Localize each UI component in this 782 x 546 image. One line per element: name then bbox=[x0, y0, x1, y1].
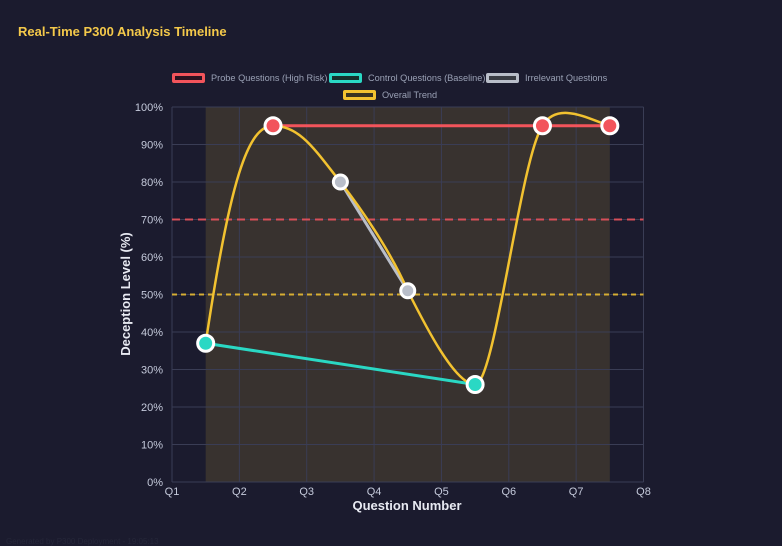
svg-text:70%: 70% bbox=[141, 215, 163, 227]
svg-text:Q6: Q6 bbox=[501, 486, 516, 498]
svg-text:80%: 80% bbox=[141, 177, 163, 189]
svg-text:Q8: Q8 bbox=[636, 486, 651, 498]
svg-text:60%: 60% bbox=[141, 252, 163, 264]
svg-text:20%: 20% bbox=[141, 402, 163, 414]
svg-text:50%: 50% bbox=[141, 290, 163, 302]
svg-text:0%: 0% bbox=[147, 477, 163, 489]
svg-text:Q2: Q2 bbox=[232, 486, 247, 498]
svg-text:Q1: Q1 bbox=[165, 486, 180, 498]
svg-text:90%: 90% bbox=[141, 140, 163, 152]
svg-text:Q7: Q7 bbox=[569, 486, 584, 498]
svg-text:30%: 30% bbox=[141, 365, 163, 377]
svg-text:40%: 40% bbox=[141, 327, 163, 339]
svg-text:Q3: Q3 bbox=[299, 486, 314, 498]
svg-text:Question Number: Question Number bbox=[352, 498, 461, 513]
svg-text:Q4: Q4 bbox=[367, 486, 382, 498]
svg-text:Q5: Q5 bbox=[434, 486, 449, 498]
svg-text:10%: 10% bbox=[141, 440, 163, 452]
svg-text:100%: 100% bbox=[135, 102, 163, 114]
svg-text:Deception Level (%): Deception Level (%) bbox=[118, 232, 133, 356]
